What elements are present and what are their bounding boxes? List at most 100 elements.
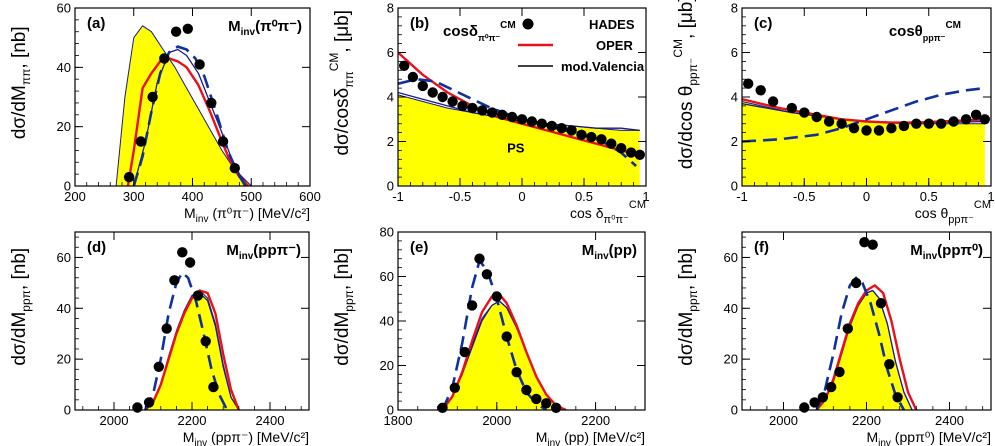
y-tick-label: 20 [57,119,71,134]
hades-point [487,107,498,118]
hades-point [143,397,155,408]
x-axis-label: Minv (ppπ⁻) [MeV/c²] [183,429,309,446]
x-tick-label: 300 [123,189,145,204]
hades-point [898,120,910,132]
hades-point [979,114,990,125]
hades-point [948,116,959,127]
ps-fill-area [816,290,913,410]
x-tick-label: 2200 [852,413,881,428]
x-tick-label: 0.5 [575,189,593,204]
hades-point [194,59,205,70]
panel-letter: (a) [87,15,105,32]
panel-e: 1800 2000 2200 0 20 40 60 80 (e) Minv(pp) Minv (pp… [332,225,646,446]
panel-title: cosθppπ⁻CM [889,20,961,43]
x-tick-label: 1800 [384,413,413,428]
hades-point [208,381,219,393]
y-tick-label: 80 [380,225,394,240]
legend-valencia-label: mod.Valencia [561,59,645,74]
y-tick-label: 4 [731,90,738,105]
panel-letter: (e) [410,239,428,256]
hades-point [826,381,837,393]
y-tick-label: 8 [731,1,738,16]
hades-point [556,123,567,134]
hades-point [192,290,204,301]
hades-point [447,96,458,107]
hades-point [511,367,522,378]
hades-point [842,323,853,334]
panel-d: 2000 2200 2400 0 20 40 60 (d) Minv(ppπ⁻) Minv (pp… [9,231,310,446]
hades-point [153,361,164,372]
hades-point [596,134,607,145]
hades-point [911,118,922,129]
hades-point [836,118,847,129]
panel-letter: (f) [754,239,769,256]
hades-point [123,171,135,183]
panel-letter: (d) [87,239,106,256]
x-tick-label: 2000 [100,413,129,428]
y-tick-label: 2 [387,134,394,149]
hades-point [743,78,754,89]
y-tick-label: 20 [57,352,71,367]
y-tick-label: 0 [731,179,738,194]
hades-point [960,114,972,125]
hades-point [417,80,428,92]
dashed-model-curve [742,86,985,143]
hades-point [200,336,211,347]
panel-title: cosδπ⁰π⁻CM [443,20,516,43]
y-tick-label: 40 [380,314,394,329]
panel-title: Minv(ppπ⁻) [226,242,301,262]
hades-point [850,277,862,289]
y-tick-label: 60 [380,269,394,284]
hades-point [586,131,597,143]
x-tick-label: -1 [392,189,404,204]
oper-curve [144,289,240,410]
ps-fill-area [742,101,985,186]
x-tick-label: 0.5 [920,189,938,204]
hades-point [437,91,448,103]
hades-point [501,331,512,342]
y-tick-label: 0 [387,179,394,194]
x-tick-label: 2000 [769,413,798,428]
x-tick-label: 2400 [256,413,285,428]
hades-point [459,346,470,358]
x-tick-label: 600 [299,189,321,204]
hades-point [811,111,822,123]
x-axis-label: cos θppπ⁻CM [915,199,991,226]
x-tick-label: 1 [642,189,649,204]
y-axis-label: dσ/dMppπ, [nb] [9,248,33,366]
hades-point [521,384,532,396]
y-tick-label: 20 [724,352,738,367]
hades-point [449,382,460,393]
y-tick-label: 2 [731,134,738,149]
hades-point [875,298,887,309]
hades-point [867,239,878,250]
hades-point [135,136,146,147]
hades-point [467,102,478,114]
legend-hades-label: HADES [589,17,635,32]
hades-point [457,100,468,112]
x-tick-label: 0 [863,189,870,204]
y-tick-label: 40 [57,301,71,316]
hades-point [886,123,897,134]
hades-point [516,114,528,125]
hades-point [466,300,478,311]
hades-point [970,109,982,121]
hades-point [892,392,903,403]
y-tick-label: 40 [57,60,71,75]
ps-fill-area [145,290,239,410]
ps-fill-area [442,301,566,410]
hades-point [474,253,485,264]
hades-point [848,123,860,134]
y-axis-label: dσ/cosδππCM, [μb] [327,10,356,156]
x-tick-label: 2200 [581,413,610,428]
y-tick-label: 4 [387,90,394,105]
x-tick-label: 2400 [935,413,964,428]
hades-point [861,125,872,136]
y-tick-label: 60 [57,250,71,265]
x-axis-label: Minv (π⁰π⁻) [MeV/c²] [184,205,310,225]
hades-point [437,402,448,413]
ps-fill-area [116,25,252,186]
hades-point [147,91,158,103]
hades-point [767,96,779,107]
ps-fill-area [398,94,640,186]
